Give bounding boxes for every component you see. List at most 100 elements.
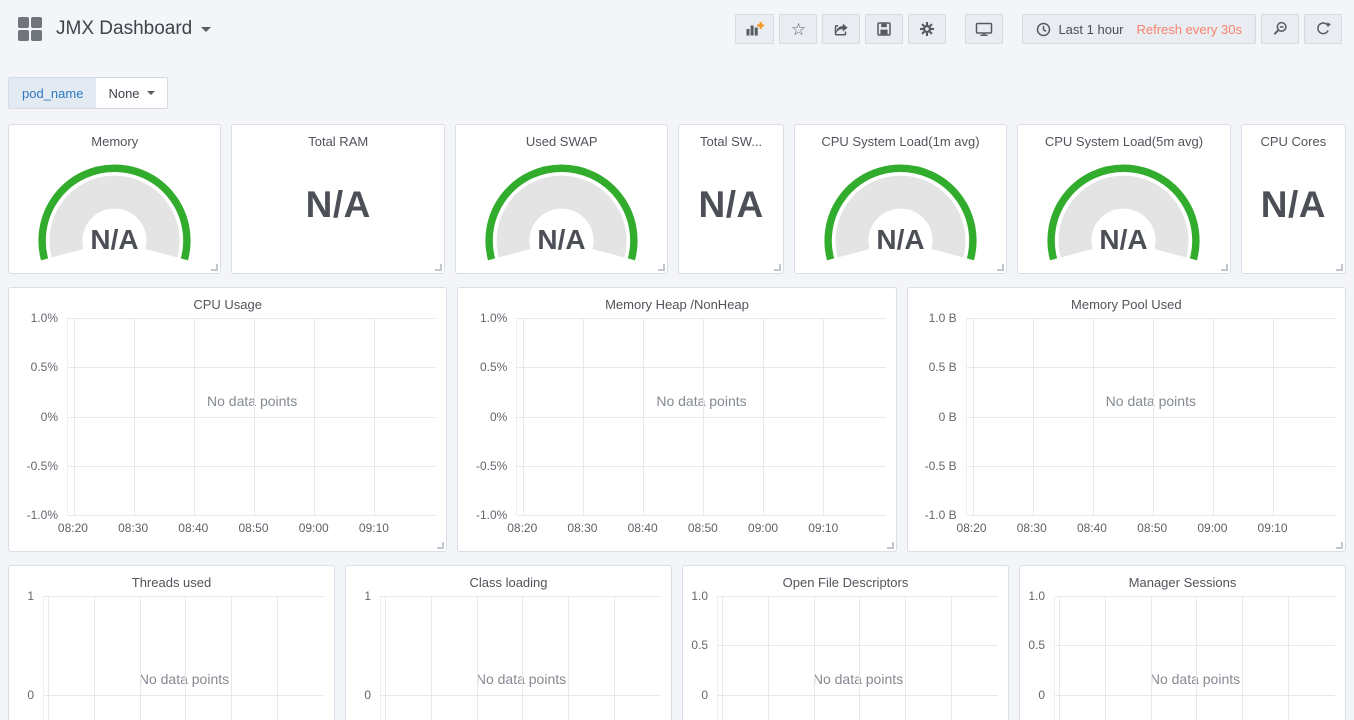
grid-line-vertical [276,596,278,720]
plot-area[interactable]: No data points [717,596,998,720]
panel-title[interactable]: Memory Heap /NonHeap [605,297,749,312]
plot-area[interactable]: No data points [1054,596,1335,720]
gauge-value: N/A [538,224,586,255]
y-axis-tick-label: -0.5% [26,458,58,473]
resize-handle[interactable] [211,264,219,271]
variable-value-dropdown[interactable]: None [96,78,166,108]
grid-line-horizontal [718,596,998,597]
resize-handle[interactable] [658,264,666,271]
grid-line-vertical [568,596,570,720]
gauge-arc [1047,164,1201,261]
y-axis-tick-label: 1.0% [30,311,58,325]
grid-line-vertical [859,596,861,720]
resize-handle[interactable] [434,264,442,271]
grid-line-horizontal [517,515,886,516]
panel-title[interactable]: Threads used [131,575,212,590]
panel-title[interactable]: Total SW... [700,134,763,149]
panel-title[interactable]: Used SWAP [525,134,598,149]
save-button[interactable] [865,14,904,44]
panel-title[interactable]: Manager Sessions [1128,575,1237,590]
panel-cpu-cores: CPU Cores N/A [1240,124,1346,274]
x-axis: 08:20 08:30 08:40 08:50 09:00 09:10 [507,515,885,537]
panel-title[interactable]: CPU Cores [1260,134,1327,149]
y-axis: 1.0 B 0.5 B 0 B -0.5 B -1.0 B [908,311,966,522]
resize-handle[interactable] [773,264,781,271]
x-axis-tick-label: 09:10 [808,521,839,535]
grid-line-horizontal [966,367,1335,369]
grid-line-vertical [722,596,724,720]
plot-area[interactable]: No data points [67,318,437,516]
add-panel-button[interactable] [735,14,775,44]
x-axis-tick-label: 08:40 [178,521,209,535]
panel-title[interactable]: Total RAM [308,134,369,149]
grid-line-horizontal [966,416,1335,418]
y-axis-tick-label: 0 [27,687,34,702]
dashboard-grid: Memory N/A Total RAM N/A Used SWAP [0,124,1354,720]
dashboard-title[interactable]: JMX Dashboard [56,18,193,39]
x-axis-tick-label: 08:20 [57,521,88,535]
grid-line-horizontal [68,318,437,319]
star-button[interactable]: ☆ [779,14,818,44]
plot-area[interactable]: No data points [380,596,661,720]
panel-cpu-system-load-1m: CPU System Load(1m avg) N/A [793,124,1008,274]
resize-handle[interactable] [886,542,894,549]
graph: 1.0 B 0.5 B 0 B -0.5 B -1.0 B No data points [908,311,1345,522]
grid-line-vertical [972,318,974,515]
gauge-arc [485,164,638,261]
y-axis-tick-label: 0 [701,687,708,702]
y-axis-tick-label: 0% [40,409,58,424]
tv-mode-button[interactable] [965,14,1004,44]
resize-handle[interactable] [1220,264,1228,271]
y-axis-tick-label: -1.0% [26,508,58,522]
refresh-interval-label: Refresh every 30s [1136,21,1243,37]
save-icon [877,22,892,36]
grid-line-vertical [374,318,376,515]
time-range-button[interactable]: Last 1 hour Refresh every 30s [1022,14,1256,44]
panel-title[interactable]: Class loading [469,575,548,590]
gauge-track [1058,175,1189,258]
x-axis-tick-label: 08:40 [627,521,658,535]
apps-grid-icon[interactable] [18,17,42,41]
add-panel-icon [746,22,765,36]
panel-title[interactable]: Memory Pool Used [1071,297,1182,312]
grid-line-horizontal [68,465,437,467]
zoom-out-button[interactable] [1261,14,1299,44]
gauge: N/A [1018,160,1229,262]
no-data-message: No data points [656,392,747,409]
panel-total-ram: Total RAM N/A [231,124,445,274]
grid-line-horizontal [966,318,1335,319]
grid-line-vertical [139,596,141,720]
panel-manager-sessions: Manager Sessions 1.0 0.5 0 No data points [1019,565,1346,720]
resize-handle[interactable] [1335,542,1343,549]
y-axis-tick-label: 1 [364,589,371,603]
grid-line-vertical [431,596,433,720]
x-axis-tick-label: 08:50 [238,521,269,535]
panel-title[interactable]: CPU System Load(5m avg) [1044,134,1204,149]
resize-handle[interactable] [1335,264,1343,271]
y-axis-tick-label: -1.0% [475,508,508,522]
panel-title[interactable]: Memory [91,134,139,149]
plot-area[interactable]: No data points [965,318,1335,516]
grid-line-vertical [703,318,705,515]
resize-handle[interactable] [997,264,1005,271]
share-icon [835,23,849,36]
title-caret-icon[interactable] [201,26,212,32]
y-axis-tick-label: 0 B [938,409,957,424]
share-button[interactable] [822,14,861,44]
grid-line-horizontal [718,645,998,647]
panel-title[interactable]: CPU System Load(1m avg) [821,134,980,149]
grid-line-vertical [763,318,765,515]
panel-title[interactable]: CPU Usage [193,297,262,312]
no-data-message: No data points [812,670,904,687]
resize-handle[interactable] [437,542,445,549]
plot-area[interactable]: No data points [516,318,886,516]
plot-area[interactable]: No data points [43,596,324,720]
grid-line-horizontal [381,694,661,696]
y-axis-tick-label: 0.5 B [928,360,957,375]
settings-button[interactable] [908,14,947,44]
refresh-button[interactable] [1304,14,1342,44]
panel-title[interactable]: Open File Descriptors [782,575,909,590]
